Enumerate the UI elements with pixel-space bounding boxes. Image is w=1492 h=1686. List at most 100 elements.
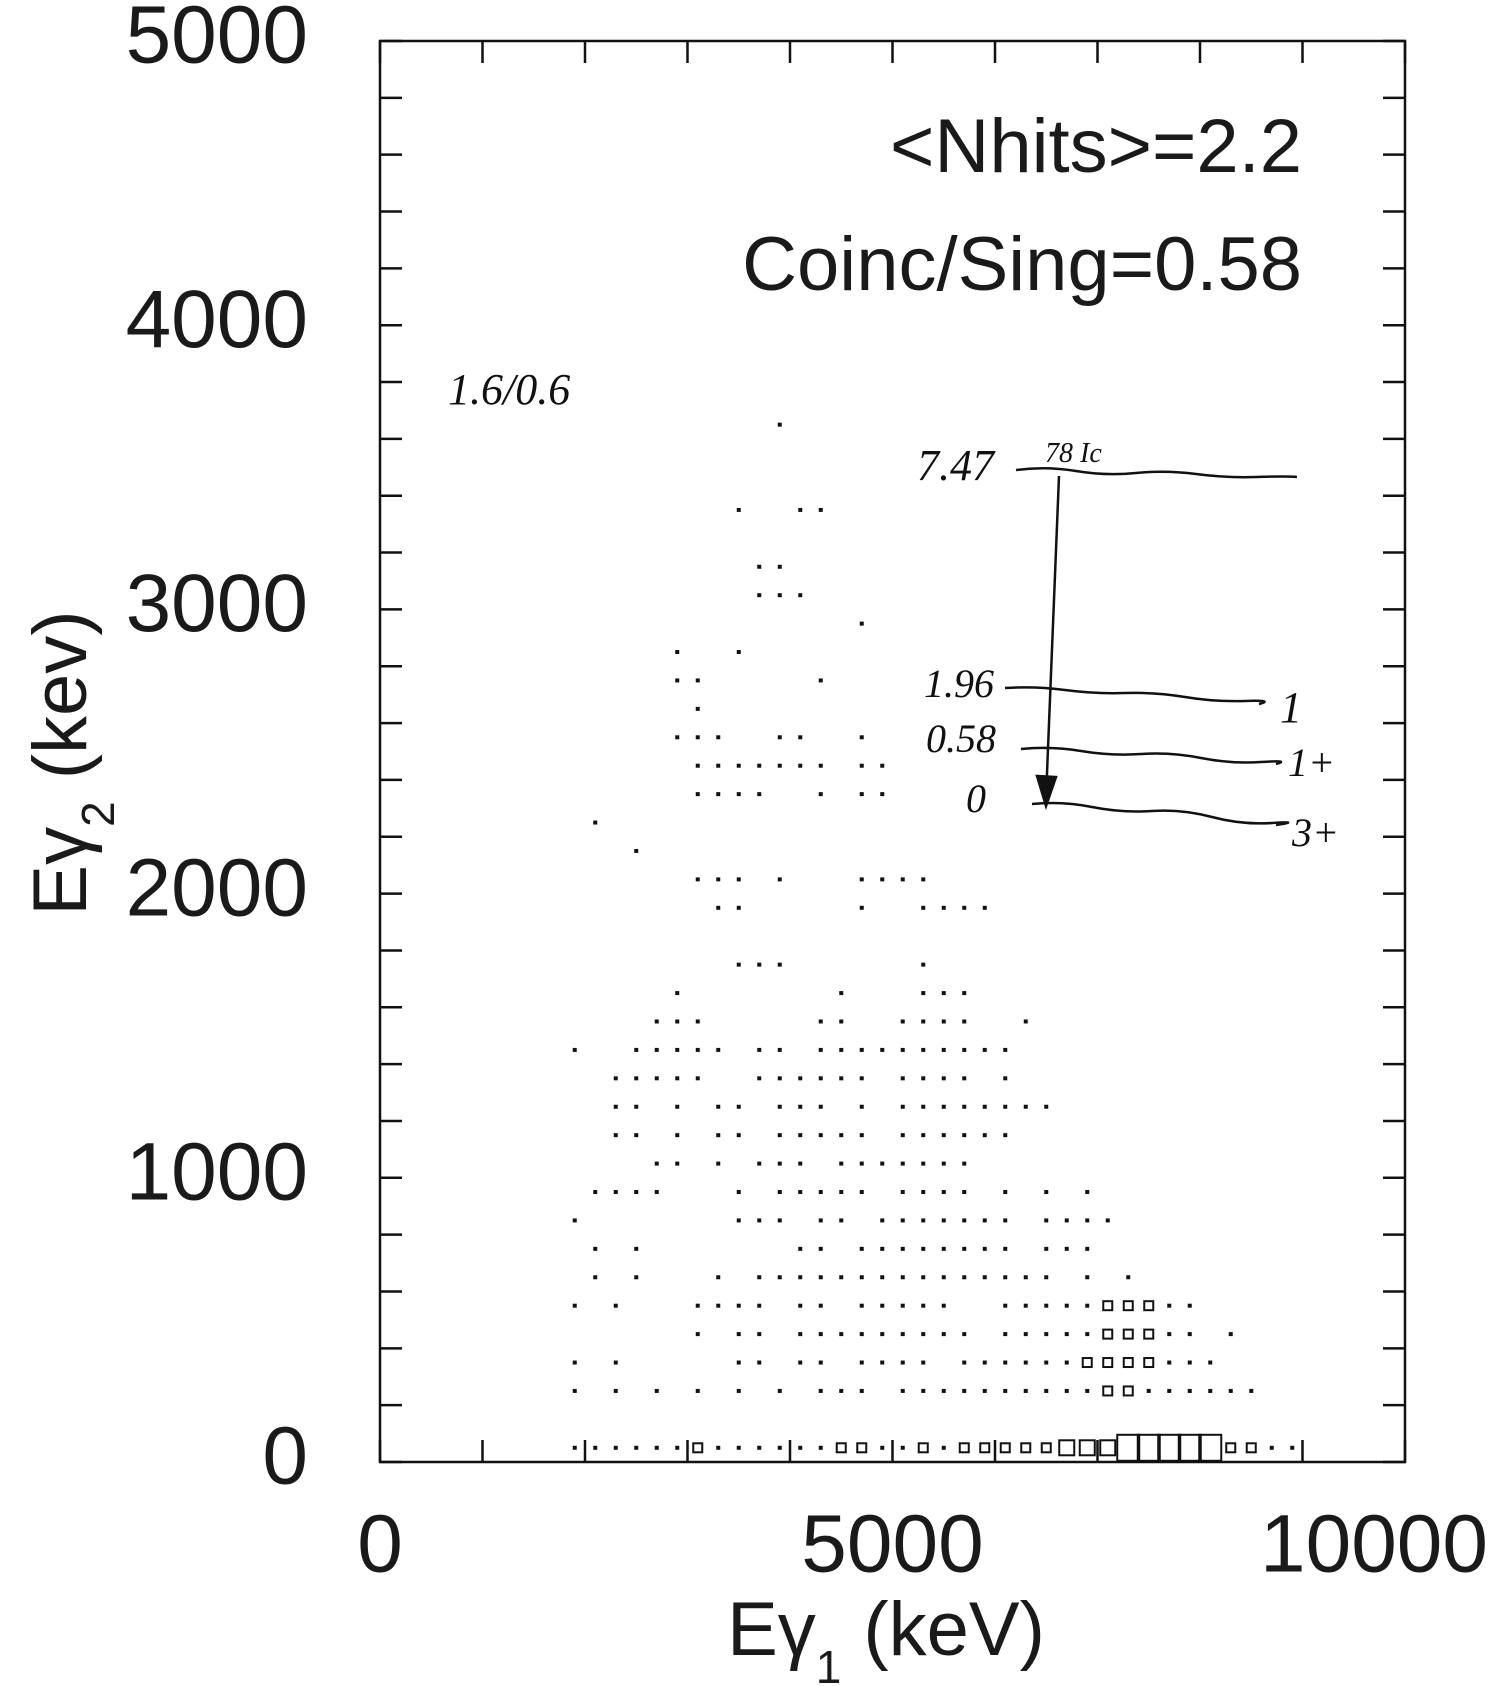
count-box [695, 877, 700, 882]
count-box [1167, 1388, 1172, 1393]
count-box [798, 1360, 803, 1365]
count-box [1023, 1360, 1028, 1365]
count-box [859, 1161, 864, 1166]
y-label-unit: (kev) [18, 610, 103, 779]
spin-label: 1+ [1288, 740, 1335, 785]
count-box [1044, 1332, 1049, 1337]
count-box [818, 1104, 823, 1109]
annotation: <Nhits>=2.2 [890, 104, 1302, 189]
count-box [941, 1047, 946, 1052]
count-box [777, 1161, 782, 1166]
count-box [736, 507, 741, 512]
count-box [1044, 1246, 1049, 1251]
count-box [880, 763, 885, 768]
count-box [839, 991, 844, 996]
level-label: 7.47 [917, 441, 996, 490]
count-box [859, 1190, 864, 1195]
spin-label: 3+ [1291, 810, 1339, 855]
count-box [777, 1104, 782, 1109]
count-box [962, 1246, 967, 1251]
level-line [1020, 746, 1283, 766]
count-box [593, 1275, 598, 1280]
count-box [798, 593, 803, 598]
count-box [941, 1190, 946, 1195]
count-box [654, 1019, 659, 1024]
transition-arrow [1044, 475, 1061, 799]
count-box [900, 1246, 905, 1251]
count-box [1208, 1360, 1213, 1365]
count-box [798, 1275, 803, 1280]
count-box [900, 1218, 905, 1223]
count-box [716, 877, 721, 882]
count-box [613, 1303, 618, 1308]
count-box [941, 1019, 946, 1024]
count-box [1003, 1047, 1008, 1052]
count-box [757, 1332, 762, 1337]
count-box [900, 1047, 905, 1052]
count-box [798, 1190, 803, 1195]
count-box [818, 1445, 823, 1450]
count-box [695, 792, 700, 797]
count-box [982, 1218, 987, 1223]
count-box [1085, 1388, 1090, 1393]
spin-label: 1 [1280, 683, 1302, 732]
count-box [1044, 1275, 1049, 1280]
count-box [921, 1190, 926, 1195]
count-box [777, 422, 782, 427]
count-box [962, 1047, 967, 1052]
count-box [777, 1190, 782, 1195]
count-box [798, 763, 803, 768]
count-box [572, 1445, 577, 1450]
count-box [900, 1161, 905, 1166]
count-box [921, 1360, 926, 1365]
count-box [757, 1445, 762, 1450]
count-box [900, 1104, 905, 1109]
count-box [962, 1332, 967, 1337]
count-box [572, 1218, 577, 1223]
count-box [962, 1161, 967, 1166]
count-box [716, 1303, 721, 1308]
count-box [736, 877, 741, 882]
x-axis-label: Eγ1 (keV) [727, 1587, 1045, 1686]
count-box [1102, 1300, 1114, 1312]
count-box [1020, 1442, 1032, 1454]
y-axis-label: Eγ2 (kev) [18, 610, 124, 915]
count-box [921, 877, 926, 882]
count-box [716, 905, 721, 910]
count-box [1269, 1445, 1274, 1450]
count-box [798, 1076, 803, 1081]
x-tick-label: 10000 [1260, 1499, 1488, 1590]
count-box [736, 962, 741, 967]
y-tick-label: 5000 [126, 0, 308, 81]
level-label: 1.96 [924, 661, 994, 706]
count-box [634, 1190, 639, 1195]
count-box [958, 1442, 970, 1454]
count-box [839, 1076, 844, 1081]
count-box [1187, 1360, 1192, 1365]
count-box [818, 1388, 823, 1393]
count-box [1023, 1388, 1028, 1393]
count-box [675, 678, 680, 683]
count-box [634, 848, 639, 853]
count-box [1290, 1445, 1295, 1450]
count-box [982, 1360, 987, 1365]
count-box [1085, 1190, 1090, 1195]
count-box [962, 1275, 967, 1280]
count-box [1146, 1388, 1151, 1393]
count-box [716, 1161, 721, 1166]
count-box [593, 1190, 598, 1195]
count-box [880, 1275, 885, 1280]
count-box [1044, 1388, 1049, 1393]
count-box [613, 1104, 618, 1109]
count-box [982, 1246, 987, 1251]
count-box [1085, 1246, 1090, 1251]
count-box [572, 1388, 577, 1393]
count-box [1044, 1190, 1049, 1195]
count-box [880, 877, 885, 882]
count-box [777, 962, 782, 967]
count-box [757, 1161, 762, 1166]
count-box [1023, 1019, 1028, 1024]
count-box [941, 1133, 946, 1138]
count-box [1228, 1332, 1233, 1337]
count-box [777, 1047, 782, 1052]
